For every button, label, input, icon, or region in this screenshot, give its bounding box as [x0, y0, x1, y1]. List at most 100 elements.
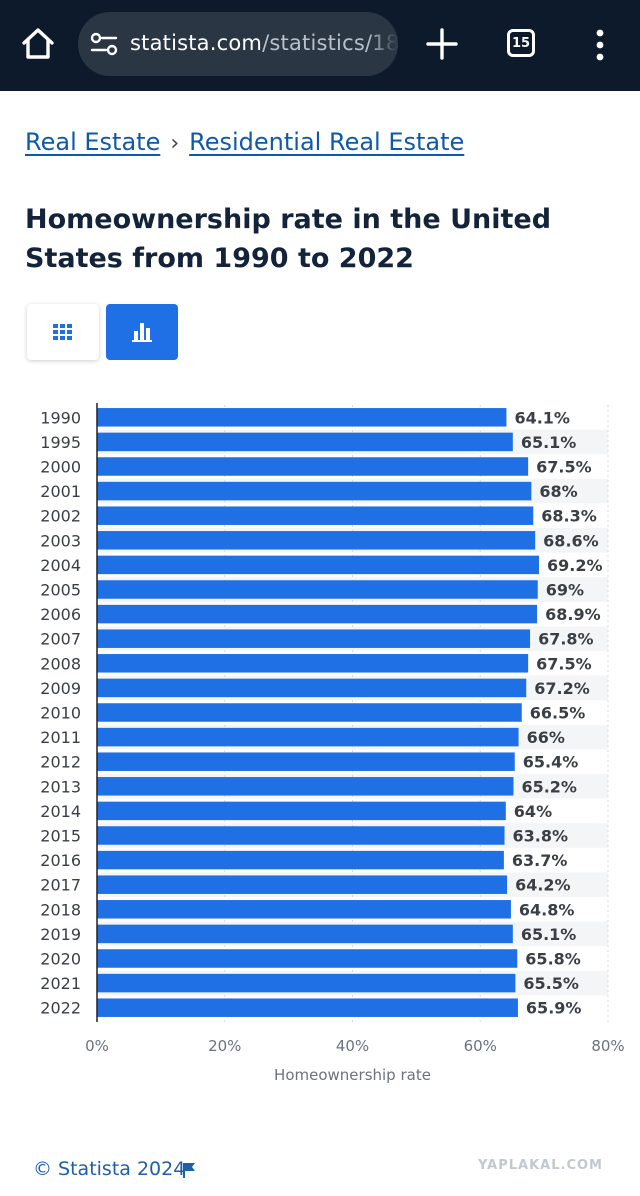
- bar: [97, 752, 515, 771]
- more-vert-icon[interactable]: [588, 28, 612, 62]
- bar: [97, 949, 518, 968]
- data-label: 65.4%: [523, 753, 579, 772]
- category-label: 2014: [40, 802, 81, 821]
- data-label: 63.8%: [513, 827, 569, 846]
- bar: [97, 801, 506, 821]
- data-label: 64%: [514, 802, 552, 821]
- data-label: 64.2%: [515, 876, 571, 895]
- breadcrumb: Real Estate › Residential Real Estate: [25, 128, 464, 156]
- bar: [97, 678, 527, 698]
- data-label: 65.9%: [526, 999, 582, 1018]
- data-label: 67.8%: [538, 630, 594, 649]
- bar: [97, 875, 508, 894]
- category-label: 1990: [40, 408, 81, 427]
- statista-credit[interactable]: © Statista 2024: [33, 1158, 186, 1180]
- bar: [97, 604, 538, 624]
- category-label: 2020: [40, 950, 81, 969]
- data-label: 67.2%: [534, 679, 590, 698]
- data-label: 64.1%: [514, 408, 570, 427]
- data-label: 69.2%: [547, 556, 603, 575]
- x-tick-label: 40%: [336, 1037, 369, 1055]
- category-label: 2001: [40, 482, 81, 501]
- chart-view-button[interactable]: [106, 304, 178, 360]
- address-bar[interactable]: statista.com/statistics/184: [78, 12, 398, 76]
- tab-switcher-icon[interactable]: 15: [507, 29, 535, 57]
- flag-icon[interactable]: [182, 1162, 196, 1178]
- category-label: 1995: [40, 433, 81, 452]
- bar: [97, 654, 529, 673]
- tab-count: 15: [511, 35, 531, 51]
- data-label: 65.1%: [521, 925, 577, 944]
- category-label: 2009: [40, 679, 81, 698]
- data-label: 68.6%: [543, 531, 599, 550]
- data-label: 63.7%: [512, 851, 568, 870]
- breadcrumb-separator: ›: [170, 131, 180, 156]
- category-label: 2005: [40, 581, 81, 600]
- bar: [97, 826, 505, 845]
- data-label: 68.3%: [541, 507, 597, 526]
- data-label: 66%: [527, 728, 565, 747]
- url-text[interactable]: statista.com/statistics/184: [130, 31, 398, 55]
- data-label: 66.5%: [530, 704, 586, 723]
- x-tick-label: 60%: [464, 1037, 497, 1055]
- breadcrumb-link-residential-real-estate[interactable]: Residential Real Estate: [189, 128, 465, 156]
- bar: [97, 900, 511, 919]
- data-label: 67.5%: [536, 458, 592, 477]
- data-label: 65.8%: [525, 950, 581, 969]
- bar: [97, 408, 507, 427]
- category-label: 2002: [40, 507, 81, 526]
- bar: [97, 555, 540, 575]
- category-label: 2013: [40, 777, 81, 796]
- category-label: 2022: [40, 999, 81, 1018]
- category-label: 2007: [40, 630, 81, 649]
- breadcrumb-link-real-estate[interactable]: Real Estate: [25, 128, 161, 156]
- category-label: 2019: [40, 925, 81, 944]
- url-domain: statista.com: [130, 31, 263, 55]
- data-label: 64.8%: [519, 900, 575, 919]
- bar: [97, 998, 518, 1017]
- bar: [97, 727, 519, 747]
- url-fade: [368, 12, 398, 76]
- browser-toolbar: statista.com/statistics/184 15: [0, 0, 640, 91]
- site-settings-icon[interactable]: [90, 32, 118, 56]
- bar-chart-icon: [132, 323, 152, 342]
- category-label: 2000: [40, 458, 81, 477]
- bar: [97, 531, 536, 550]
- data-label: 65.5%: [523, 974, 579, 993]
- category-label: 2012: [40, 753, 81, 772]
- category-label: 2011: [40, 728, 81, 747]
- data-label: 68.9%: [545, 605, 601, 624]
- table-icon: [53, 324, 72, 340]
- bar: [97, 850, 504, 870]
- category-label: 2010: [40, 704, 81, 723]
- category-label: 2016: [40, 851, 81, 870]
- x-tick-label: 0%: [85, 1037, 109, 1055]
- bar: [97, 973, 516, 993]
- data-label: 67.5%: [536, 654, 592, 673]
- watermark: YAPLAKAL.COM: [478, 1158, 603, 1173]
- bar: [97, 432, 513, 452]
- bar: [97, 506, 534, 525]
- bar: [97, 580, 538, 599]
- bar: [97, 481, 532, 501]
- bar: [97, 457, 529, 476]
- category-label: 2018: [40, 900, 81, 919]
- category-label: 2006: [40, 605, 81, 624]
- data-label: 65.2%: [521, 777, 577, 796]
- data-label: 68%: [539, 482, 577, 501]
- data-label: 65.1%: [521, 433, 577, 452]
- home-icon[interactable]: [18, 24, 58, 64]
- bar: [97, 703, 522, 722]
- bar: [97, 777, 514, 796]
- category-label: 2021: [40, 974, 81, 993]
- table-view-button[interactable]: [27, 304, 99, 360]
- category-label: 2017: [40, 876, 81, 895]
- category-label: 2004: [40, 556, 81, 575]
- x-axis-title: Homeownership rate: [274, 1066, 431, 1084]
- bar: [97, 629, 531, 648]
- category-label: 2003: [40, 531, 81, 550]
- page-title: Homeownership rate in the United States …: [25, 204, 552, 274]
- bar: [97, 924, 513, 944]
- category-label: 2015: [40, 827, 81, 846]
- plus-icon[interactable]: [424, 26, 460, 62]
